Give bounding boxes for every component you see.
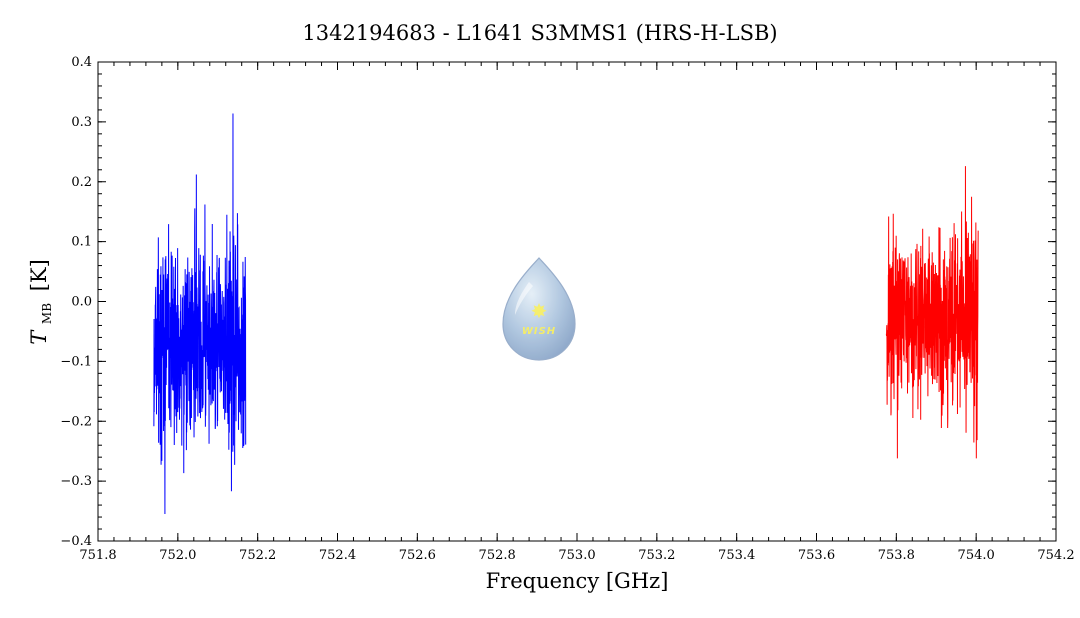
x-tick-label: 752.6: [399, 548, 436, 563]
water-drop-icon: [502, 257, 576, 361]
x-tick-label: 753.4: [718, 548, 755, 563]
x-tick-label: 752.0: [159, 548, 196, 563]
x-tick-label: 754.0: [958, 548, 995, 563]
svg-text:T MB [K]: T MB [K]: [27, 259, 56, 345]
chart-title: 1342194683 - L1641 S3MMS1 (HRS-H-LSB): [302, 21, 777, 45]
star-icon: ✸: [531, 299, 548, 323]
series-layer: [153, 113, 979, 515]
x-axis-label: Frequency [GHz]: [486, 569, 669, 593]
series-line-1: [153, 113, 247, 515]
y-tick-label: −0.3: [60, 474, 92, 489]
y-tick-label: 0.3: [71, 115, 92, 130]
x-tick-label: 753.0: [558, 548, 595, 563]
logo-text: WISH: [522, 326, 556, 337]
y-tick-label: −0.2: [60, 414, 92, 429]
y-tick-label: −0.1: [60, 354, 92, 369]
x-tick-label: 753.6: [798, 548, 835, 563]
x-tick-label: 751.8: [79, 548, 116, 563]
y-tick-label: −0.4: [60, 534, 92, 549]
x-tick-label: 752.2: [239, 548, 276, 563]
x-tick-labels: 751.8 752.0 752.2 752.4 752.6 752.8 753.0 753.2…: [79, 548, 1074, 563]
x-tick-label: 753.8: [878, 548, 915, 563]
x-tick-label: 754.2: [1037, 548, 1074, 563]
y-axis-label: T MB [K]: [27, 259, 56, 345]
y-axis-label-unit: [K]: [27, 259, 51, 291]
y-tick-labels: −0.4 −0.3 −0.2 −0.1 0.0 0.1 0.2 0.3 0.4: [60, 55, 92, 549]
x-tick-label: 752.4: [319, 548, 356, 563]
x-tick-label: 753.2: [638, 548, 675, 563]
wish-logo: ✸ WISH: [502, 257, 576, 361]
y-tick-label: 0.4: [71, 55, 92, 70]
y-tick-label: 0.0: [71, 295, 92, 310]
y-axis-label-sub: MB: [40, 303, 54, 324]
y-tick-label: 0.2: [71, 175, 92, 190]
ticks-layer: [97, 61, 1057, 542]
y-tick-label: 0.1: [71, 235, 92, 250]
x-tick-label: 752.8: [479, 548, 516, 563]
y-axis-label-main: T: [27, 329, 51, 345]
series-line-2: [885, 166, 979, 459]
